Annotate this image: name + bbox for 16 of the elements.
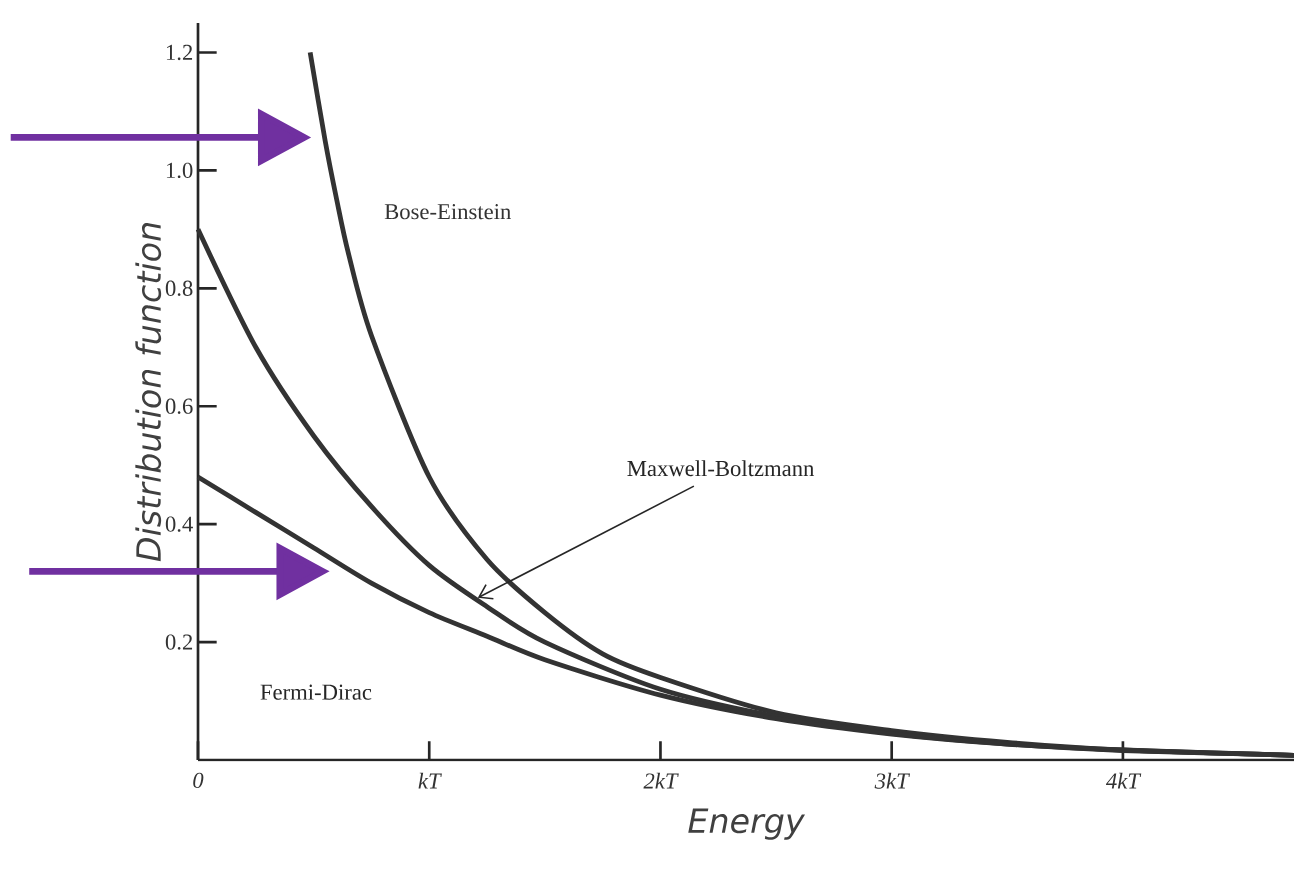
annotation: Maxwell-Boltzmann — [627, 460, 815, 477]
x-tick-label: kT — [418, 772, 442, 789]
series-label: Bose-Einstein — [384, 204, 511, 220]
x-axis-title: Energy — [688, 808, 806, 840]
y-tick-label: 0.4 — [165, 516, 193, 532]
x-tick-label: 3kT — [874, 772, 911, 789]
y-tick-label: 0.6 — [165, 398, 193, 414]
y-tick-label: 0.2 — [165, 634, 193, 650]
x-tick-label: 0 — [193, 772, 204, 789]
annotation: Fermi-Dirac — [260, 684, 372, 700]
y-tick-label: 1.2 — [166, 44, 193, 61]
y-axis-title: Distribution function — [135, 223, 162, 562]
x-tick-label: 2kT — [643, 772, 679, 789]
y-tick-label: 1.0 — [166, 162, 193, 179]
x-tick-label: 4kT — [1105, 772, 1142, 789]
y-tick-label: 0.8 — [165, 280, 193, 297]
